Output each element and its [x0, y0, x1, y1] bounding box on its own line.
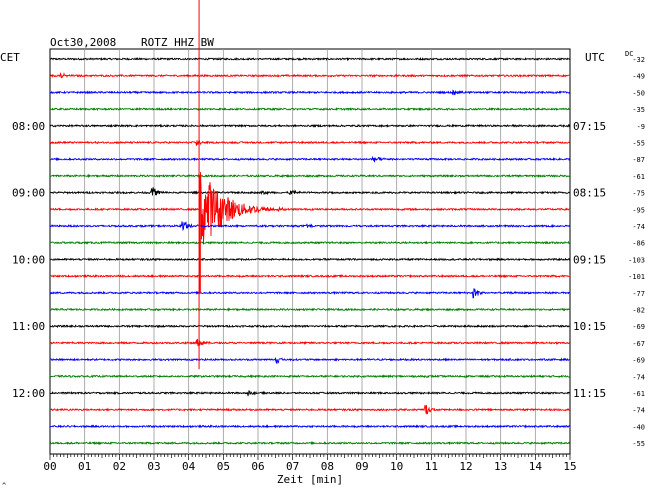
- x-tick-label: 07: [286, 460, 299, 473]
- seismic-trace: [50, 273, 571, 279]
- seismic-trace: [49, 324, 571, 329]
- dc-offset-label: -82: [632, 307, 645, 315]
- left-time-labels: 08:00 09:00 10:00 11:00 12:00: [12, 120, 45, 400]
- left-time-label: 09:00: [12, 187, 45, 200]
- left-time-label: 11:00: [12, 320, 45, 333]
- seismic-traces: [49, 0, 571, 446]
- x-tick-label: 12: [459, 460, 472, 473]
- seismic-trace: [49, 140, 571, 146]
- right-time-label: 08:15: [573, 187, 606, 200]
- seismic-trace: [49, 155, 571, 163]
- seismic-trace: [49, 56, 571, 62]
- seismic-trace: [49, 173, 571, 179]
- x-axis: 00 01 02 03 04 05 06 07 08 09 10 11 12 13 14 15: [43, 454, 577, 473]
- dc-offset-label: -55: [632, 440, 645, 448]
- left-time-label: 08:00: [12, 120, 45, 133]
- date-label: Oct30,2008: [50, 36, 116, 49]
- dc-offset-label: -103: [628, 256, 645, 264]
- right-time-label: 11:15: [573, 387, 606, 400]
- x-tick-label: 10: [390, 460, 403, 473]
- seismic-trace: [49, 123, 571, 128]
- seismic-trace: [49, 404, 571, 415]
- x-tick-label: 11: [425, 460, 438, 473]
- x-tick-label: 06: [251, 460, 264, 473]
- seismic-trace: [49, 307, 571, 312]
- dc-offset-label: -74: [632, 223, 645, 231]
- right-time-labels: 07:15 08:15 09:15 10:15 11:15: [573, 120, 606, 400]
- dc-offset-label: -75: [632, 190, 645, 198]
- seismic-trace: [49, 187, 571, 196]
- dc-offset-label: -74: [632, 407, 645, 415]
- seismic-trace: [49, 390, 571, 397]
- x-tick-label: 01: [78, 460, 91, 473]
- seismic-trace: [49, 240, 571, 245]
- dc-offset-label: -61: [632, 173, 645, 181]
- x-tick-label: 08: [321, 460, 334, 473]
- x-tick-label: 04: [182, 460, 196, 473]
- right-timezone-label: UTC: [585, 51, 605, 64]
- x-tick-label: 15: [563, 460, 576, 473]
- right-time-label: 09:15: [573, 253, 606, 266]
- corner-mark: ^: [2, 482, 6, 490]
- dc-offset-label: -32: [632, 56, 645, 64]
- dc-offset-label: -49: [632, 73, 645, 81]
- x-axis-title: Zeit [min]: [277, 473, 343, 486]
- left-time-label: 12:00: [12, 387, 45, 400]
- x-tick-label: 13: [494, 460, 507, 473]
- grid-lines: [84, 49, 536, 454]
- dc-offset-label: -40: [632, 423, 645, 431]
- x-tick-label: 09: [355, 460, 368, 473]
- dc-offset-label: -50: [632, 89, 645, 97]
- seismic-trace: [49, 374, 571, 379]
- dc-offset-label: -77: [632, 290, 645, 298]
- dc-offset-label: -101: [628, 273, 645, 281]
- x-tick-label: 03: [147, 460, 160, 473]
- x-tick-label: 05: [217, 460, 230, 473]
- right-time-label: 10:15: [573, 320, 606, 333]
- dc-offset-label: -55: [632, 140, 645, 148]
- dc-label: DC: [625, 50, 633, 58]
- dc-offset-labels: -32 -49 -50 -35 -9 -55 -87 -61 -75 -95 -74 -86 -103 -…: [628, 56, 645, 448]
- dc-offset-label: -9: [637, 123, 645, 131]
- seismic-trace: [50, 424, 571, 429]
- seismic-trace: [49, 338, 571, 347]
- seismic-trace: [49, 72, 571, 79]
- left-time-label: 10:00: [12, 253, 45, 266]
- seismic-trace: [49, 89, 571, 96]
- dc-offset-label: -69: [632, 323, 645, 331]
- dc-offset-label: -69: [632, 357, 645, 365]
- seismic-trace: [49, 172, 571, 245]
- x-tick-label: 00: [43, 460, 56, 473]
- x-tick-label: 14: [529, 460, 543, 473]
- dc-offset-label: -87: [632, 156, 645, 164]
- seismic-trace: [49, 357, 571, 365]
- seismic-trace: [49, 257, 570, 262]
- dc-offset-label: -35: [632, 106, 645, 114]
- seismic-trace: [50, 221, 571, 232]
- dc-offset-label: -95: [632, 206, 645, 214]
- seismic-trace: [49, 288, 571, 299]
- dc-offset-label: -86: [632, 240, 645, 248]
- seismic-trace: [49, 106, 571, 112]
- seismic-trace: [49, 440, 571, 446]
- station-label: ROTZ HHZ BW: [141, 36, 214, 49]
- left-timezone-label: CET: [0, 51, 20, 64]
- x-tick-label: 02: [113, 460, 126, 473]
- dc-offset-label: -67: [632, 340, 645, 348]
- dc-offset-label: -61: [632, 390, 645, 398]
- right-time-label: 07:15: [573, 120, 606, 133]
- dc-offset-label: -74: [632, 373, 645, 381]
